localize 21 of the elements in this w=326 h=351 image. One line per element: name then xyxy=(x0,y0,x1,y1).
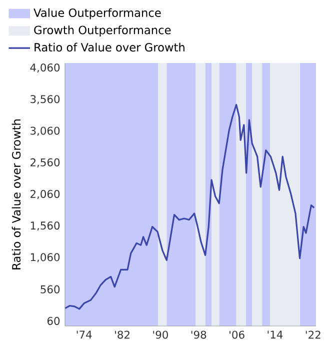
x-tick-label: '22 xyxy=(306,330,320,339)
y-tick-label: 1,560 xyxy=(31,222,60,231)
y-tick-label: 3,560 xyxy=(30,95,60,104)
legend-label: Ratio of Value over Growth xyxy=(34,42,184,52)
x-tick-label: '82 xyxy=(115,330,130,339)
line-series xyxy=(65,104,315,310)
legend-label: Value Outperformance xyxy=(34,8,161,20)
y-tick-label: 60 xyxy=(48,316,60,325)
x-tick-label: '14 xyxy=(268,330,283,338)
x-tick-label: '74 xyxy=(76,330,92,338)
y-tick-label: 4,060 xyxy=(30,63,60,73)
y-tick-label: 560 xyxy=(40,285,60,294)
y-tick-label: 3,060 xyxy=(30,126,60,136)
y-tick-label: 2,060 xyxy=(30,190,60,200)
y-tick-label: 1,060 xyxy=(31,253,60,262)
x-tick-label: '06 xyxy=(230,330,244,339)
legend-label: Growth Outperformance xyxy=(34,26,171,36)
y-axis-title: Ratio of Value over Growth xyxy=(12,120,21,270)
y-tick-label: 2,560 xyxy=(30,158,60,168)
x-tick-label: '98 xyxy=(191,330,206,339)
x-tick-label: '90 xyxy=(153,330,168,339)
